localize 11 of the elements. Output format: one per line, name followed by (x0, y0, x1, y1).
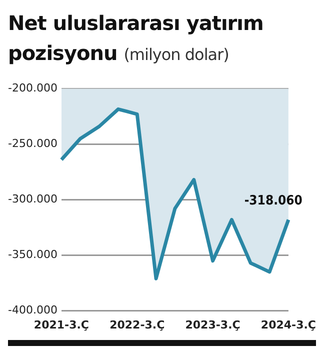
x-tick-label: 2023-3.Ç (185, 318, 240, 332)
y-tick-label: -250.000 (8, 137, 58, 150)
chart-subtitle: (milyon dolar) (124, 45, 229, 64)
y-tick-label: -200.000 (8, 81, 58, 94)
data-label: -318.060 (244, 194, 302, 209)
x-tick-label: 2024-3.Ç (260, 318, 316, 332)
x-tick-label: 2022-3.Ç (110, 318, 165, 332)
y-tick-label: -350.000 (8, 248, 58, 262)
y-tick-label: -400.000 (8, 304, 58, 317)
x-tick-label: 2021-3.Ç (34, 318, 90, 332)
y-tick-label: -300.000 (8, 192, 58, 206)
